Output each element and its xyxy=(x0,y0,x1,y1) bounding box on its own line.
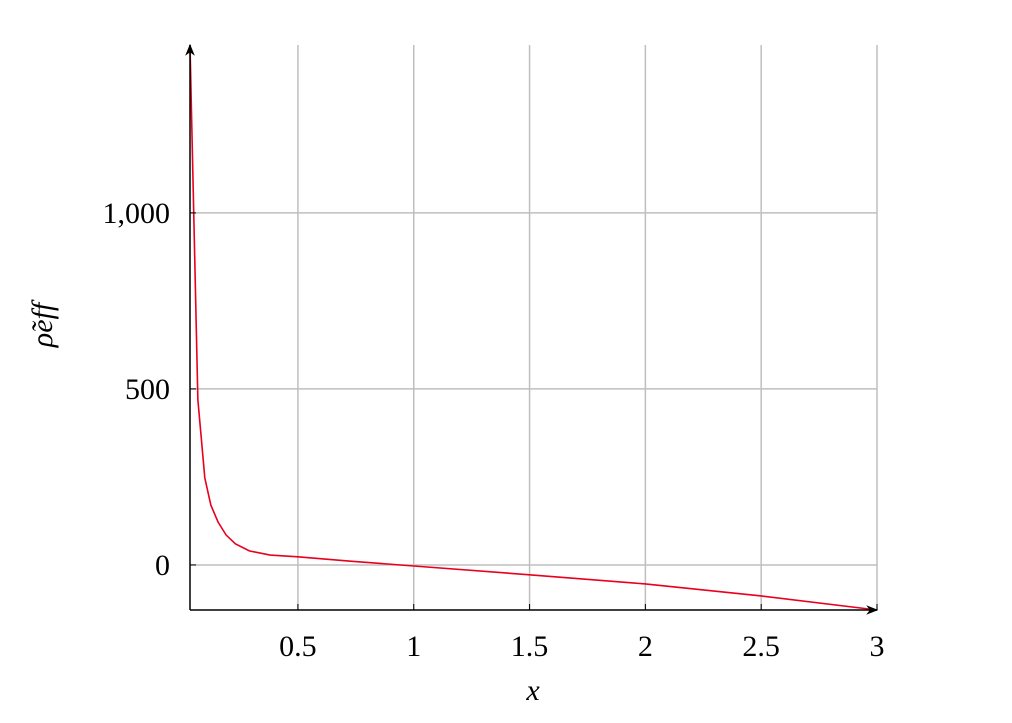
y-tick-label: 1,000 xyxy=(103,197,171,230)
x-tick-label: 2.5 xyxy=(742,630,780,663)
y-tick-label: 0 xyxy=(155,549,170,582)
x-tick-label: 1.5 xyxy=(511,630,549,663)
x-axis-label: x xyxy=(525,674,540,707)
x-tick-label: 3 xyxy=(870,630,885,663)
x-tick-label: 2 xyxy=(638,630,653,663)
y-tick-label: 500 xyxy=(125,373,170,406)
x-tick-label: 1 xyxy=(406,630,421,663)
line-series xyxy=(189,44,878,611)
x-tick-label: 0.5 xyxy=(279,630,317,663)
y-axis-label: ρ̃eff xyxy=(26,299,59,348)
